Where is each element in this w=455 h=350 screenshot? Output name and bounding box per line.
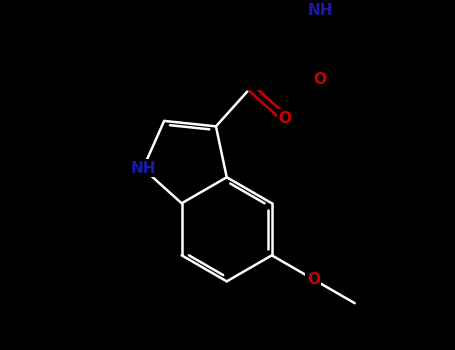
Text: NH: NH [308,3,333,18]
Text: NH: NH [130,161,156,176]
Text: O: O [313,72,326,87]
Text: O: O [307,272,320,287]
Text: O: O [278,111,291,126]
